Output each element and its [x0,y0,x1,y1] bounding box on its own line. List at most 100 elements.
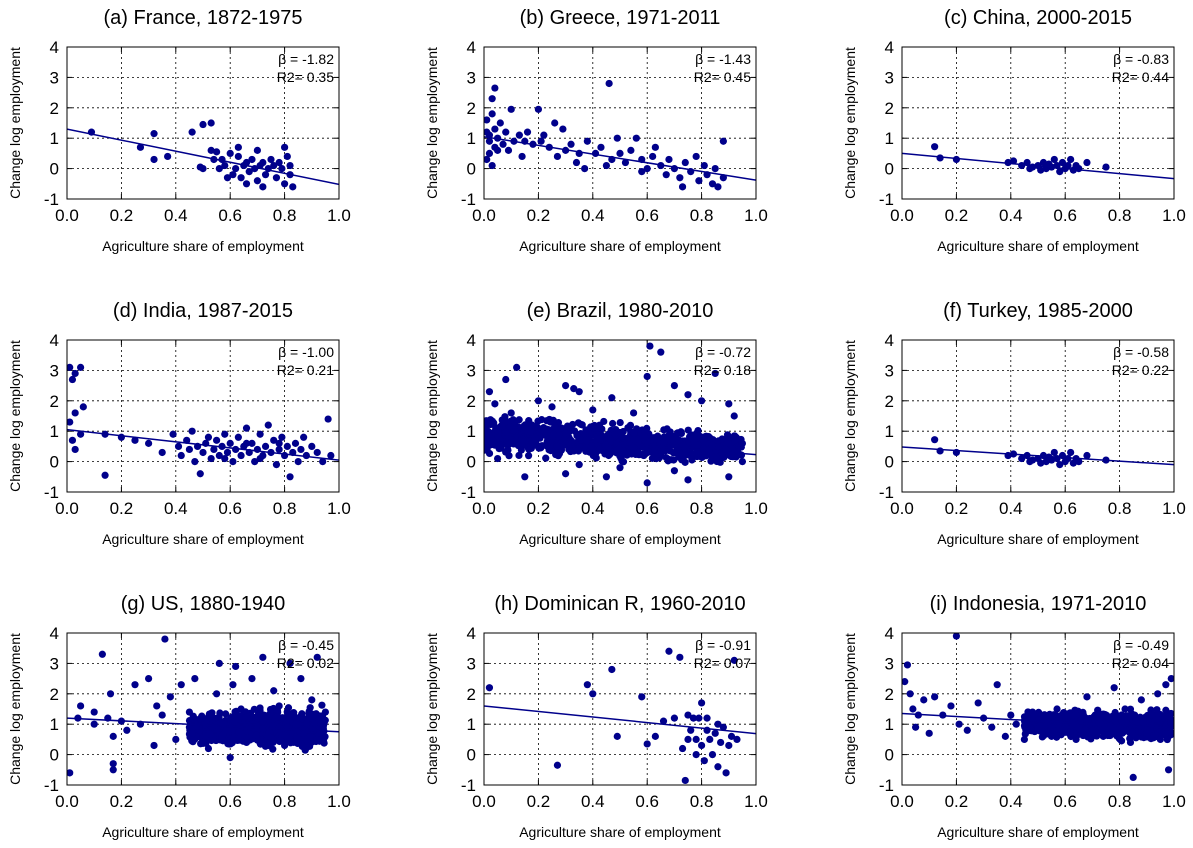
y-tick-label: 4 [467,624,476,643]
y-tick-label: 4 [50,38,59,57]
data-point [616,418,624,427]
data-point [1037,166,1045,174]
x-tick-label: 0.4 [999,206,1023,225]
y-tick-label: 4 [50,624,59,643]
data-point [327,451,335,460]
data-point [613,732,621,740]
data-point [664,455,672,463]
data-point [264,421,272,429]
x-axis-label: Agriculture share of employment [937,824,1139,840]
data-point [293,734,301,743]
x-tick-label: 0.0 [55,792,79,811]
data-point [491,125,499,133]
data-point [1038,733,1046,741]
plot-area [67,635,339,777]
fit-line [484,705,756,735]
data-point [695,714,703,722]
data-point [1083,451,1091,460]
data-point [207,119,215,127]
r2-label: R2= 0.04 [1112,655,1169,671]
data-point [687,453,696,461]
data-point [229,458,237,466]
y-tick-label: 4 [467,38,476,57]
data-point [583,137,591,145]
data-point [1167,675,1174,683]
x-tick-label: 0.2 [945,499,969,518]
y-tick-label: 4 [50,331,59,350]
y-tick-label: 1 [467,715,476,734]
data-point [515,451,523,460]
data-point [199,120,207,129]
data-point [272,174,281,182]
data-point [1023,712,1031,720]
data-point [1118,718,1126,726]
data-point [931,693,939,701]
data-point [484,446,489,454]
data-point [207,454,215,463]
y-axis-label: Change log employment [424,633,440,785]
data-point [1066,727,1074,736]
data-point [496,119,504,127]
data-point [1058,158,1067,167]
data-point [902,678,909,686]
fit-line [67,428,339,461]
data-point [643,740,651,748]
data-point [1105,714,1113,722]
y-tick-label: 2 [467,392,476,411]
data-point [665,155,673,164]
data-point [1094,708,1102,716]
data-point [271,714,279,723]
data-point [261,711,269,720]
data-point [537,137,545,145]
data-point [641,433,649,441]
data-point [283,708,291,716]
data-point [616,428,624,437]
data-point [542,429,551,437]
data-point [681,448,689,456]
data-point [615,445,623,453]
data-point [1083,158,1091,167]
data-point [666,447,674,455]
data-point [518,152,526,161]
data-point [643,479,651,487]
data-point [204,744,213,753]
x-tick-label: 1.0 [327,792,351,811]
data-point [660,438,668,446]
data-point [931,436,939,444]
data-point [650,436,658,444]
data-point [632,134,640,142]
x-tick-label: 0.0 [472,206,496,225]
data-point [495,440,503,449]
data-point [199,448,207,457]
data-point [719,723,727,731]
data-point [237,705,245,713]
data-point [488,110,496,118]
data-point [1056,461,1064,469]
data-point [215,165,223,173]
data-point [725,451,733,459]
y-tick-label: -1 [44,190,59,209]
data-point [1099,732,1107,740]
data-point [278,165,286,173]
data-point [920,696,928,704]
y-tick-label: 0 [467,746,476,765]
data-point [993,681,1001,689]
data-point [158,448,166,457]
data-point [1028,456,1037,464]
data-point [567,140,575,148]
data-point [693,431,702,440]
data-point [291,439,300,447]
data-point [963,726,971,734]
data-point [714,442,722,451]
data-point [308,442,316,450]
panel-title: (g) US, 1880-1940 [121,593,286,615]
data-point [1143,729,1151,737]
data-point [1128,728,1136,736]
data-point [1167,717,1174,726]
data-point [77,430,85,438]
data-point [590,421,599,430]
data-point [252,731,260,739]
data-point [242,180,251,188]
data-point [597,143,605,151]
